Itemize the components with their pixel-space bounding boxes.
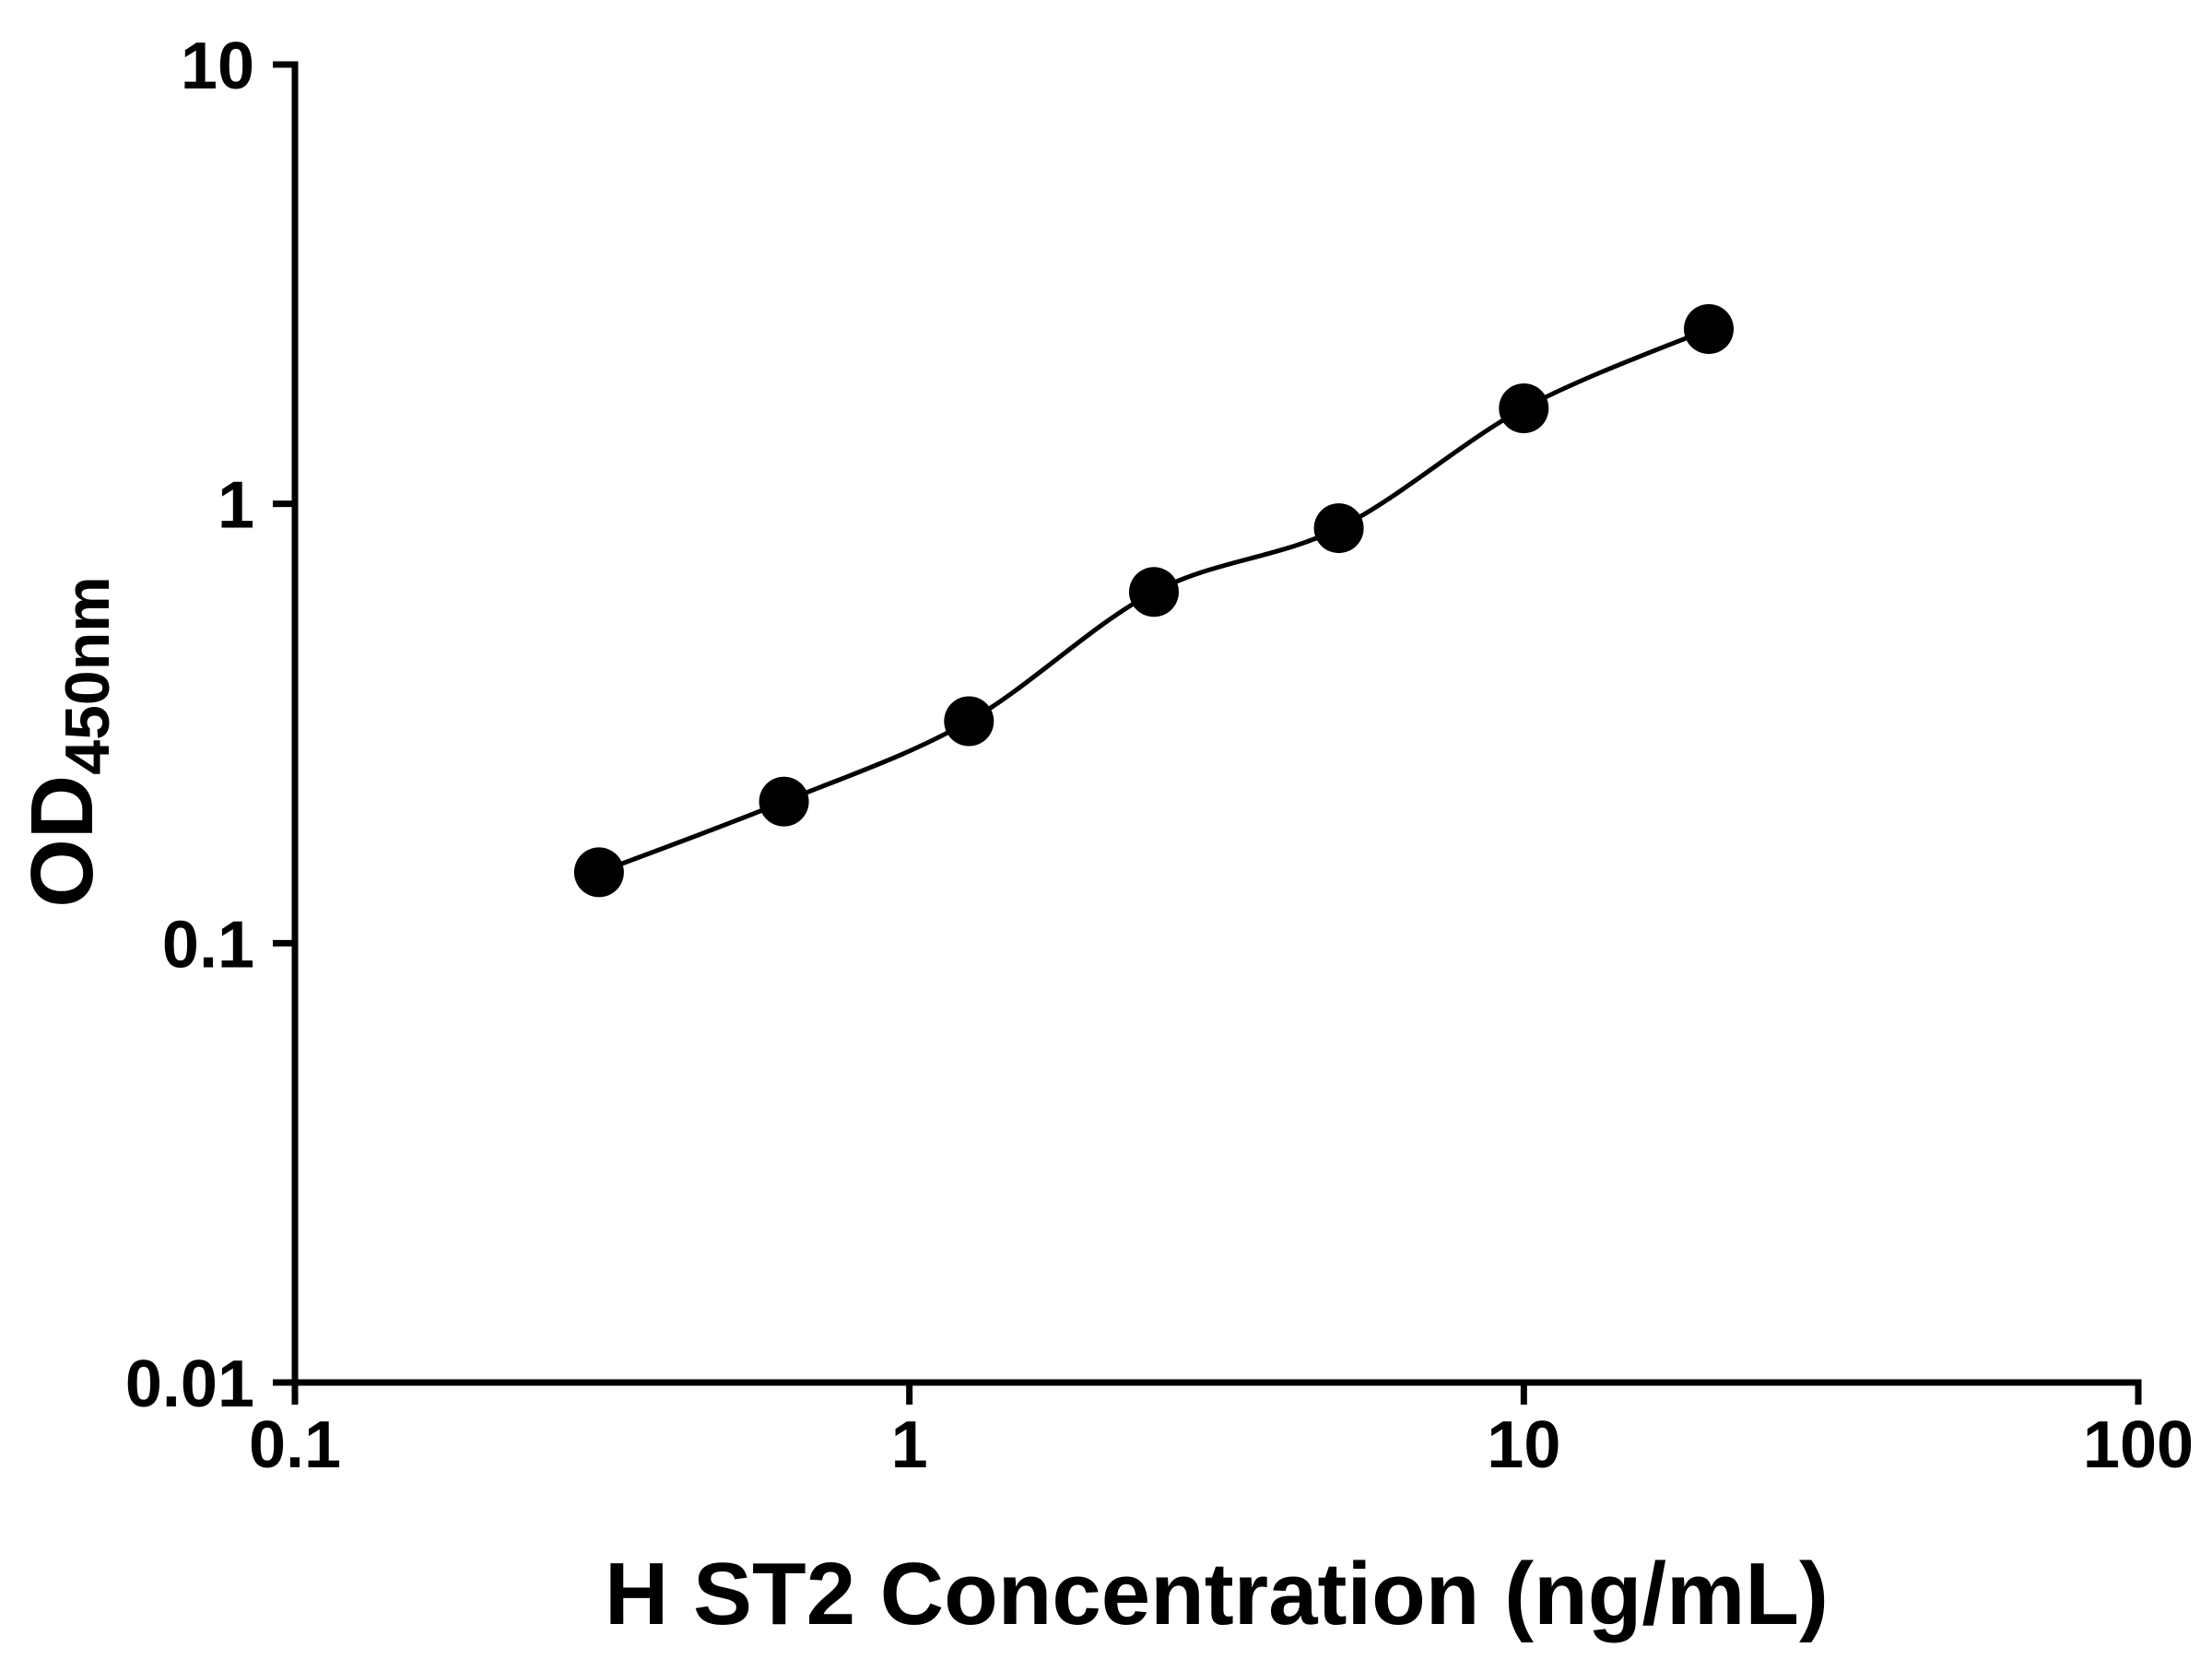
x-tick-label: 10	[1487, 1408, 1560, 1482]
data-point	[1684, 304, 1734, 354]
y-tick-label: 0.01	[125, 1347, 254, 1421]
x-tick-label: 0.1	[249, 1408, 341, 1482]
x-axis-title: H ST2 Concentration (ng/mL)	[605, 1545, 1829, 1643]
x-tick-label: 100	[2083, 1408, 2194, 1482]
y-axis-title-sub: 450nm	[53, 576, 123, 774]
data-point	[573, 847, 624, 898]
data-point	[1499, 383, 1549, 433]
y-axis-title: OD450nm	[13, 576, 123, 907]
y-tick-label: 1	[218, 469, 254, 543]
data-point	[1129, 567, 1179, 618]
data-point	[759, 776, 809, 827]
axes	[291, 61, 2142, 1386]
y-tick-label: 0.1	[162, 908, 254, 982]
x-tick-label: 1	[891, 1408, 928, 1482]
y-tick-label: 10	[181, 29, 254, 103]
data-point	[1313, 503, 1364, 554]
y-axis-title-main: OD	[13, 775, 112, 908]
data-point	[944, 696, 994, 747]
